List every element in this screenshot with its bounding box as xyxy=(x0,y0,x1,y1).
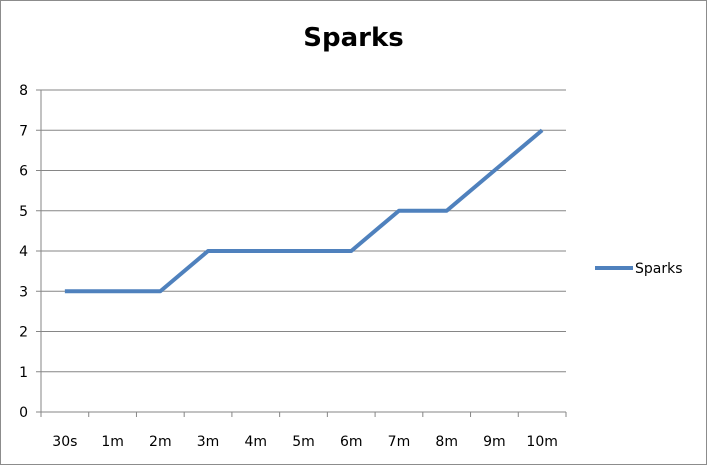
y-tick-label: 8 xyxy=(19,83,28,99)
y-tick-label: 7 xyxy=(19,123,28,139)
x-tick-label: 30s xyxy=(52,434,77,450)
x-tick-labels: 30s 1m 2m 3m 4m 5m 6m 7m 8m 9m 10m xyxy=(52,434,558,450)
y-tick-labels: 0 1 2 3 4 5 6 7 8 xyxy=(19,83,28,421)
axes xyxy=(36,89,567,417)
y-tick-label: 4 xyxy=(19,244,28,260)
gridlines xyxy=(41,89,566,373)
x-tick-label: 1m xyxy=(101,434,124,450)
x-tick-label: 7m xyxy=(388,434,411,450)
legend-label: Sparks xyxy=(635,261,683,277)
x-tick-label: 3m xyxy=(197,434,220,450)
x-tick-label: 9m xyxy=(483,434,506,450)
x-tick-label: 5m xyxy=(292,434,315,450)
x-tick-label: 8m xyxy=(435,434,458,450)
y-tick-label: 3 xyxy=(19,284,28,300)
series-lines xyxy=(64,128,544,294)
x-tick-label: 6m xyxy=(340,434,363,450)
y-tick-label: 1 xyxy=(19,365,28,381)
x-tick-label: 10m xyxy=(526,434,557,450)
y-tick-label: 6 xyxy=(19,164,28,180)
x-tick-label: 4m xyxy=(244,434,267,450)
y-tick-label: 5 xyxy=(19,204,28,220)
legend: Sparks xyxy=(595,261,683,277)
y-tick-label: 2 xyxy=(19,325,28,341)
x-tick-label: 2m xyxy=(149,434,172,450)
y-tick-label: 0 xyxy=(19,405,28,421)
chart-title: Sparks xyxy=(303,23,404,53)
